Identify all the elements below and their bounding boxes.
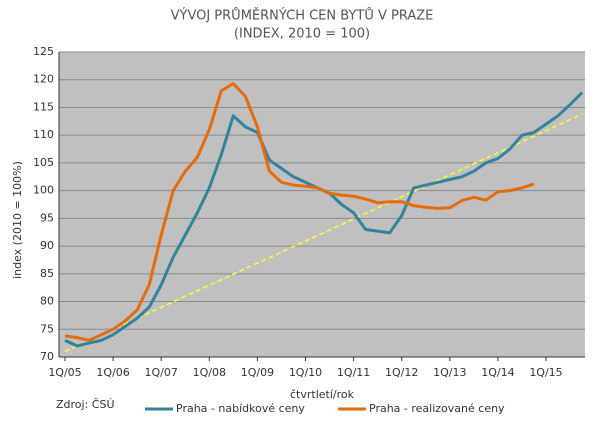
y-tick-label: 120 [33, 73, 54, 86]
x-tick-label: 1Q/12 [385, 366, 418, 379]
y-tick-label: 85 [40, 267, 54, 280]
x-tick-label: 1Q/10 [289, 366, 322, 379]
x-tick-label: 1Q/13 [433, 366, 466, 379]
x-tick-label: 1Q/09 [241, 366, 274, 379]
plot-area [59, 52, 585, 357]
legend-label: Praha - nabídkové ceny [176, 402, 305, 415]
y-tick-label: 105 [33, 156, 54, 169]
x-tick-label: 1Q/11 [337, 366, 370, 379]
trend-line [64, 113, 583, 353]
y-tick-label: 110 [33, 128, 54, 141]
x-tick-label: 1Q/08 [193, 366, 226, 379]
x-axis-label: čtvrtletí/rok [290, 388, 355, 401]
y-tick-label: 80 [40, 295, 54, 308]
x-tick-label: 1Q/05 [48, 366, 81, 379]
y-tick-label: 125 [33, 45, 54, 58]
chart-title: VÝVOJ PRŮMĚRNÝCH CEN BYTŮ V PRAZE [171, 8, 434, 24]
source: Zdroj: ČSÚ [56, 398, 115, 411]
y-tick-label: 115 [33, 100, 54, 113]
x-tick-label: 1Q/15 [529, 366, 562, 379]
chart-subtitle: (INDEX, 2010 = 100) [234, 27, 370, 42]
y-axis-label: index (2010 = 100%) [11, 161, 24, 279]
series-line [64, 82, 535, 342]
x-tick-label: 1Q/06 [96, 366, 129, 379]
y-tick-label: 70 [40, 350, 54, 363]
legend-label: Praha - realizované ceny [369, 402, 505, 415]
y-tick-label: 90 [40, 239, 54, 252]
y-tick-label: 95 [40, 211, 54, 224]
x-tick-label: 1Q/07 [145, 366, 178, 379]
x-tick-label: 1Q/14 [481, 366, 514, 379]
y-tick-label: 75 [40, 322, 54, 335]
y-tick-label: 100 [33, 184, 54, 197]
